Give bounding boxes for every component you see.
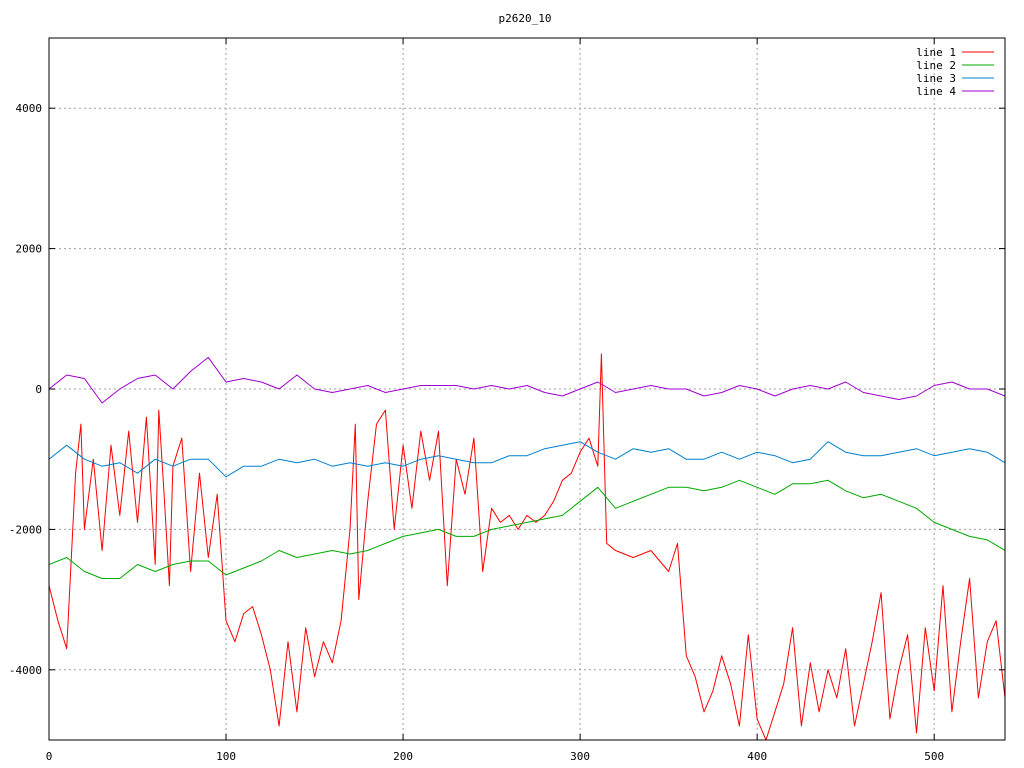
grid-lines <box>49 38 1005 740</box>
legend-label-3: line 3 <box>916 72 956 85</box>
y-tick-label: -2000 <box>9 523 42 536</box>
legend-label-1: line 1 <box>916 46 956 59</box>
legend-label-4: line 4 <box>916 85 956 98</box>
legend-label-2: line 2 <box>916 59 956 72</box>
y-tick-label: 4000 <box>16 102 43 115</box>
chart-title: p2620_10 <box>499 12 552 25</box>
series-line-4 <box>49 356 1005 404</box>
series-line-1 <box>49 353 1005 740</box>
x-tick-label: 0 <box>46 750 53 763</box>
y-tick-label: -4000 <box>9 664 42 677</box>
axis-ticks: 0 100 200 300 400 500 -4000 -2000 0 2000 4000 <box>9 38 1005 763</box>
x-tick-label: 200 <box>393 750 413 763</box>
y-tick-label: 0 <box>35 383 42 396</box>
series-line-3 <box>49 441 1005 478</box>
x-tick-label: 300 <box>570 750 590 763</box>
series-line-2 <box>49 479 1005 579</box>
y-tick-label: 2000 <box>16 243 43 256</box>
series-layer <box>49 353 1005 740</box>
x-tick-label: 500 <box>924 750 944 763</box>
x-tick-label: 400 <box>747 750 767 763</box>
x-tick-label: 100 <box>216 750 236 763</box>
